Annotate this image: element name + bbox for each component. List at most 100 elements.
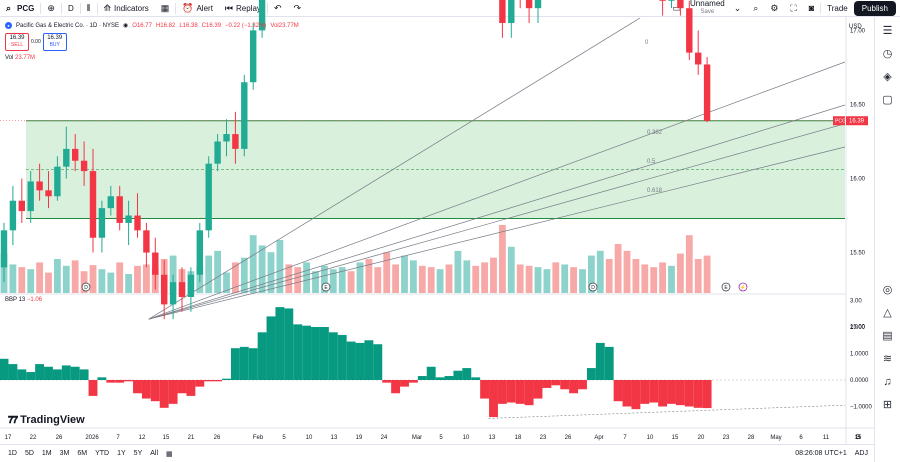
bbp-bar: [453, 370, 463, 380]
publish-button[interactable]: Publish: [853, 0, 896, 16]
range-1y[interactable]: 1Y: [117, 450, 126, 457]
volume-bar: [116, 262, 124, 293]
quick-search-button[interactable]: ⌕: [747, 0, 764, 17]
layers-icon[interactable]: ◈: [883, 71, 892, 83]
range-all[interactable]: All: [150, 450, 159, 457]
fib-label: 0.618: [647, 188, 663, 194]
buy-label: BUY: [49, 42, 60, 48]
divider: [175, 2, 177, 14]
range-ytd[interactable]: YTD: [95, 450, 110, 457]
range-1m[interactable]: 1M: [41, 450, 52, 457]
volume-bar: [321, 265, 328, 293]
date-range-icon[interactable]: ▦: [166, 450, 173, 458]
sell-button[interactable]: 16.39 SELL: [5, 33, 29, 51]
bbp-bar: [480, 380, 490, 399]
notifications-icon[interactable]: ♫: [883, 376, 892, 388]
price-tick: 16.00: [850, 177, 866, 183]
clock[interactable]: 08:26:08 UTC+1: [795, 450, 847, 457]
sell-price: 16.39: [9, 35, 25, 41]
settings-button[interactable]: ⚙: [764, 0, 784, 17]
chat-icon[interactable]: ▢: [882, 94, 893, 106]
candle-body: [196, 230, 203, 275]
volume-bar: [401, 255, 408, 293]
gear-icon: ⚙: [770, 2, 779, 13]
legend-eye-icon[interactable]: ◉: [123, 23, 129, 29]
chart-canvas[interactable]: 00.3820.50.618DEDE⚡USD19.0018.5018.0017.…: [0, 0, 874, 444]
candle-body: [116, 196, 123, 223]
tradingview-logo[interactable]: 𝟕𝟕 TradingView: [8, 414, 85, 426]
range-6m[interactable]: 6M: [77, 450, 88, 457]
volume-legend-value: 23.77M: [15, 55, 36, 61]
interval-button[interactable]: D: [62, 0, 80, 17]
chart-type-button[interactable]: ⫴: [81, 0, 97, 17]
range-5y[interactable]: 5Y: [133, 450, 143, 457]
buy-button[interactable]: 16.39 BUY: [42, 33, 67, 51]
bbp-bar: [97, 377, 107, 380]
snapshot-button[interactable]: ◙: [803, 0, 820, 17]
bbp-bar: [684, 380, 694, 407]
time-tick: 15: [855, 435, 862, 441]
bbp-bar: [578, 380, 587, 390]
volume-bar: [570, 267, 577, 293]
range-1d[interactable]: 1D: [8, 450, 17, 457]
volume-bar: [205, 255, 213, 293]
bbp-trendline: [488, 404, 846, 419]
volume-bar: [472, 265, 480, 293]
volume-legend: Vol 23.77M: [5, 55, 35, 61]
bbp-bar: [382, 380, 392, 383]
trade-button[interactable]: Trade: [827, 3, 848, 13]
time-tick: 26: [56, 435, 63, 441]
bbp-bar: [524, 380, 534, 406]
indicators-button[interactable]: ⟰ Indicators: [98, 0, 155, 17]
candle-body: [45, 190, 52, 197]
fib-label: 0.5: [647, 159, 656, 165]
layout-menu[interactable]: ▭ Unnamed Save ⌄: [667, 0, 748, 17]
bbp-bar: [213, 380, 223, 382]
alerts-clock-icon[interactable]: ◷: [882, 48, 893, 60]
legend-high: H16.82: [155, 22, 176, 29]
bbp-bar: [551, 380, 561, 386]
candle-body: [63, 148, 70, 167]
volume-bar: [703, 255, 711, 293]
bbp-bar: [471, 377, 481, 380]
target-icon[interactable]: ◎: [882, 284, 893, 296]
adj-toggle[interactable]: ADJ: [854, 450, 868, 457]
candles-icon: ⫴: [86, 2, 91, 13]
broadcast-icon[interactable]: ≋: [882, 353, 893, 365]
candle-body: [152, 252, 159, 275]
bbp-bar: [150, 380, 160, 402]
volume-bar: [525, 265, 533, 293]
fullscreen-button[interactable]: ⛶: [784, 0, 802, 17]
calendar-icon[interactable]: ▤: [882, 330, 893, 342]
volume-bar: [285, 264, 293, 293]
watchlist-icon[interactable]: ☰: [882, 25, 893, 37]
bbp-bar: [658, 380, 668, 407]
bbp-bar: [230, 348, 240, 380]
candle-body: [223, 134, 230, 142]
bbp-bar: [186, 380, 196, 396]
compare-button[interactable]: ⊕: [41, 0, 61, 17]
undo-button[interactable]: ↶: [268, 0, 288, 17]
candle-body: [668, 0, 675, 1]
ideas-icon[interactable]: △: [883, 307, 892, 319]
symbol-search[interactable]: ⌕ PCG: [0, 0, 40, 17]
volume-bar: [685, 235, 693, 293]
range-3m[interactable]: 3M: [59, 450, 70, 457]
alert-button[interactable]: ⏰ Alert: [176, 0, 219, 17]
divider: [266, 2, 268, 14]
buy-price: 16.39: [47, 35, 63, 41]
candle-body: [703, 64, 711, 121]
price-tick: 17.00: [850, 28, 866, 34]
templates-button[interactable]: ▦: [155, 0, 176, 17]
bbp-bar: [693, 380, 703, 408]
help-icon[interactable]: ⊞: [882, 399, 893, 411]
fullscreen-icon: ⛶: [790, 2, 797, 13]
currency-label: USD: [849, 24, 862, 30]
redo-button[interactable]: ↷: [287, 0, 307, 17]
bbp-bar: [35, 364, 45, 380]
range-5d[interactable]: 5D: [24, 450, 34, 457]
sell-label: SELL: [10, 42, 24, 48]
volume-legend-label: Vol: [5, 55, 14, 61]
volume-bar: [303, 262, 310, 293]
replay-button[interactable]: ⏮ Replay: [219, 0, 267, 17]
